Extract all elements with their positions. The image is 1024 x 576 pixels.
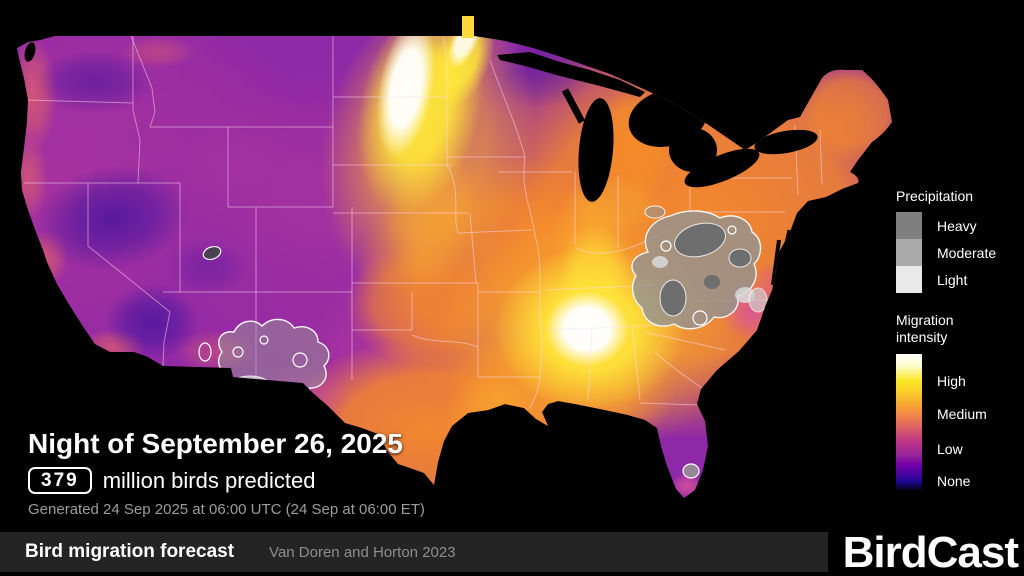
forecast-night-title: Night of September 26, 2025 bbox=[28, 428, 404, 459]
bird-count-badge: 379 bbox=[28, 467, 92, 494]
northwest-angle-highlight bbox=[462, 16, 474, 38]
bird-count-row: 379 million birds predicted bbox=[28, 467, 425, 494]
precip-label-light: Light bbox=[937, 271, 968, 288]
precip-swatch-moderate bbox=[896, 239, 922, 266]
intensity-title-line1: Migration bbox=[896, 312, 954, 328]
footer-title: Bird migration forecast bbox=[25, 541, 235, 562]
forecast-summary: Night of September 26, 2025 379 million … bbox=[28, 429, 425, 518]
precip-label-heavy: Heavy bbox=[937, 217, 977, 234]
intensity-label-none: None bbox=[937, 473, 971, 489]
generated-timestamp: Generated 24 Sep 2025 at 06:00 UTC (24 S… bbox=[28, 501, 425, 518]
intensity-label-high: High bbox=[937, 373, 966, 389]
precip-row-light: Light bbox=[896, 266, 1024, 293]
intensity-label-medium: Medium bbox=[937, 406, 987, 422]
migration-intensity-legend-title: Migration intensity bbox=[896, 312, 1024, 346]
bird-count-suffix: million birds predicted bbox=[102, 467, 316, 493]
florida-precip-cell bbox=[682, 463, 700, 479]
precip-row-heavy: Heavy bbox=[896, 212, 1024, 239]
precip-label-moderate: Moderate bbox=[937, 244, 997, 261]
intensity-scale: High Medium Low None bbox=[896, 354, 1024, 494]
precip-row-moderate: Moderate bbox=[896, 239, 1024, 266]
state-borders bbox=[24, 35, 823, 409]
birdcast-brand-block: BirdCast bbox=[828, 522, 1024, 576]
intensity-title-line2: intensity bbox=[896, 329, 948, 345]
precip-swatch-light bbox=[896, 266, 922, 293]
intensity-gradient-bar bbox=[896, 354, 922, 490]
great-salt-lake bbox=[202, 245, 222, 261]
precipitation-legend: Precipitation Heavy Moderate Light bbox=[896, 188, 1024, 293]
precipitation-legend-title: Precipitation bbox=[896, 188, 974, 204]
intensity-label-low: Low bbox=[937, 441, 963, 457]
footer-credit: Van Doren and Horton 2023 bbox=[269, 543, 456, 561]
birdcast-logo: BirdCast bbox=[842, 528, 1019, 576]
precip-swatch-heavy bbox=[896, 212, 922, 239]
migration-intensity-legend: Migration intensity High Medium Low None bbox=[896, 312, 1024, 494]
